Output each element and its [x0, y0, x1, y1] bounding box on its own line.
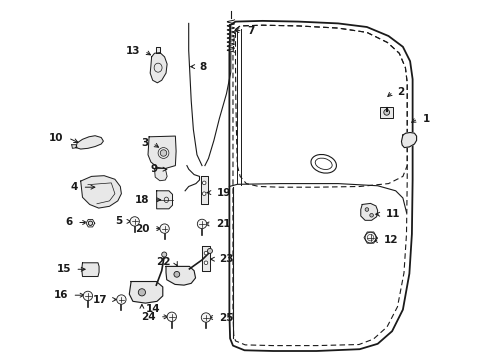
- Text: 11: 11: [385, 209, 399, 219]
- Text: 8: 8: [199, 62, 206, 72]
- Text: 20: 20: [135, 224, 149, 234]
- Ellipse shape: [138, 289, 145, 296]
- Polygon shape: [72, 145, 77, 148]
- Polygon shape: [166, 266, 195, 285]
- Ellipse shape: [201, 313, 210, 322]
- Text: 6: 6: [65, 217, 73, 228]
- Polygon shape: [202, 246, 209, 271]
- Polygon shape: [363, 232, 376, 243]
- Ellipse shape: [88, 221, 92, 225]
- Ellipse shape: [83, 291, 92, 301]
- Polygon shape: [154, 168, 167, 181]
- Ellipse shape: [162, 252, 166, 257]
- Polygon shape: [81, 176, 121, 208]
- Text: 16: 16: [54, 290, 68, 300]
- Ellipse shape: [202, 192, 205, 195]
- Text: 19: 19: [216, 188, 230, 198]
- Text: 14: 14: [146, 304, 161, 314]
- Polygon shape: [360, 203, 377, 220]
- Ellipse shape: [365, 208, 368, 211]
- Polygon shape: [200, 176, 207, 204]
- Ellipse shape: [369, 213, 373, 217]
- Polygon shape: [156, 47, 160, 53]
- Ellipse shape: [117, 295, 126, 304]
- Ellipse shape: [174, 271, 179, 277]
- Text: 13: 13: [125, 46, 140, 56]
- Polygon shape: [150, 53, 167, 83]
- Text: 1: 1: [422, 114, 429, 124]
- Text: 21: 21: [215, 219, 230, 229]
- Ellipse shape: [383, 109, 389, 115]
- Polygon shape: [401, 132, 416, 148]
- Text: 2: 2: [397, 87, 404, 97]
- Ellipse shape: [167, 312, 176, 321]
- Text: 12: 12: [383, 235, 398, 246]
- Text: 10: 10: [49, 133, 63, 143]
- Bar: [380, 107, 392, 118]
- Text: 18: 18: [135, 195, 149, 205]
- Text: 24: 24: [141, 312, 155, 322]
- Polygon shape: [81, 263, 99, 276]
- Ellipse shape: [365, 232, 375, 243]
- Ellipse shape: [130, 217, 139, 226]
- Text: 3: 3: [141, 138, 148, 148]
- Polygon shape: [86, 220, 95, 227]
- Text: 17: 17: [93, 294, 107, 305]
- Ellipse shape: [197, 219, 206, 229]
- Polygon shape: [148, 136, 176, 168]
- Polygon shape: [76, 136, 103, 149]
- Ellipse shape: [204, 261, 207, 265]
- Ellipse shape: [202, 181, 205, 185]
- Text: 15: 15: [57, 264, 71, 274]
- Polygon shape: [156, 191, 172, 209]
- Ellipse shape: [207, 248, 212, 253]
- Ellipse shape: [160, 224, 169, 233]
- Ellipse shape: [160, 150, 166, 156]
- Polygon shape: [129, 282, 163, 303]
- Text: 23: 23: [219, 254, 233, 264]
- Text: 9: 9: [151, 164, 158, 174]
- Text: 7: 7: [246, 26, 254, 36]
- Ellipse shape: [204, 251, 207, 255]
- Text: 25: 25: [219, 312, 233, 323]
- Text: 22: 22: [156, 257, 171, 267]
- Text: 4: 4: [71, 182, 78, 192]
- Text: 5: 5: [115, 216, 122, 226]
